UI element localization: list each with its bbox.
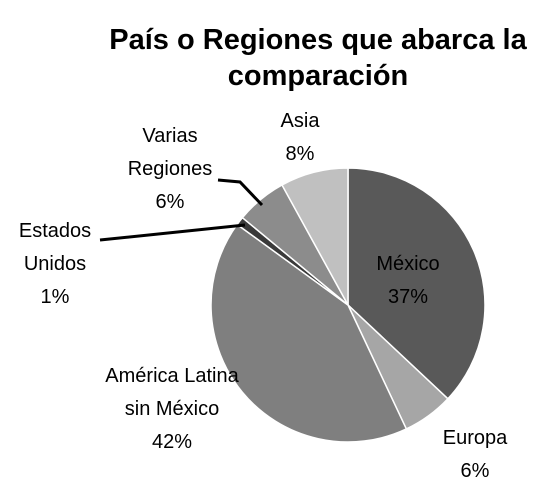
pie-slice bbox=[210, 223, 408, 443]
value-label: 42% bbox=[151, 431, 193, 453]
value-label: 6% bbox=[155, 191, 185, 213]
data-label: Europa 6% bbox=[420, 422, 530, 487]
data-label: Varias Regiones 6% bbox=[110, 120, 230, 219]
data-label: Asia 8% bbox=[250, 105, 350, 171]
data-label: México 37% bbox=[353, 248, 463, 314]
category-label: México bbox=[376, 253, 440, 275]
pie-slice bbox=[280, 167, 349, 306]
leader-line bbox=[217, 178, 264, 207]
category-label: Europa bbox=[442, 427, 508, 449]
value-label: 1% bbox=[40, 286, 70, 308]
category-label: Estados Unidos bbox=[18, 220, 92, 275]
data-label: América Latina sin México 42% bbox=[102, 360, 242, 459]
pie-slice bbox=[347, 167, 486, 400]
category-label: Asia bbox=[280, 110, 320, 132]
value-label: 6% bbox=[460, 460, 490, 482]
category-label: Varias Regiones bbox=[127, 125, 213, 180]
data-label: Estados Unidos 1% bbox=[0, 215, 110, 314]
chart-title: País o Regiones que abarca la comparació… bbox=[109, 24, 527, 92]
value-label: 8% bbox=[285, 143, 315, 165]
category-label: América Latina sin México bbox=[105, 365, 239, 420]
value-label: 37% bbox=[387, 286, 429, 308]
leader-line bbox=[99, 223, 246, 242]
